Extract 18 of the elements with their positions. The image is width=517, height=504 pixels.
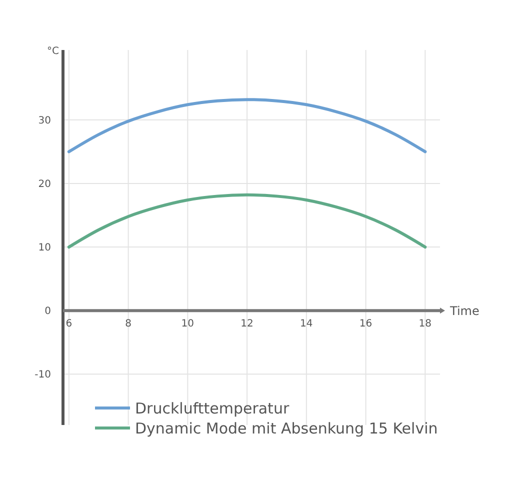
y-tick-label: 10 [38, 242, 51, 254]
y-tick-label: 30 [38, 115, 51, 126]
x-tick-label: 18 [418, 318, 432, 330]
x-tick-label: 12 [240, 318, 254, 330]
legend-label: Drucklufttemperatur [135, 399, 290, 418]
legend-label: Dynamic Mode mit Absenkung 15 Kelvin [135, 419, 438, 438]
x-tick-label: 16 [359, 318, 372, 330]
x-tick-label: 10 [181, 318, 194, 330]
x-tick-label: 6 [66, 318, 72, 330]
y-tick-label: 0 [44, 306, 51, 318]
x-tick-label: 8 [125, 318, 132, 330]
line-series [67, 193, 427, 249]
y-tick-label: -10 [34, 370, 51, 381]
y-tick-label: 20 [38, 178, 51, 190]
y-axis-title: °C [47, 46, 60, 57]
x-axis-title: Time [449, 304, 480, 318]
line-series [67, 98, 427, 154]
x-tick-label: 14 [300, 318, 313, 330]
